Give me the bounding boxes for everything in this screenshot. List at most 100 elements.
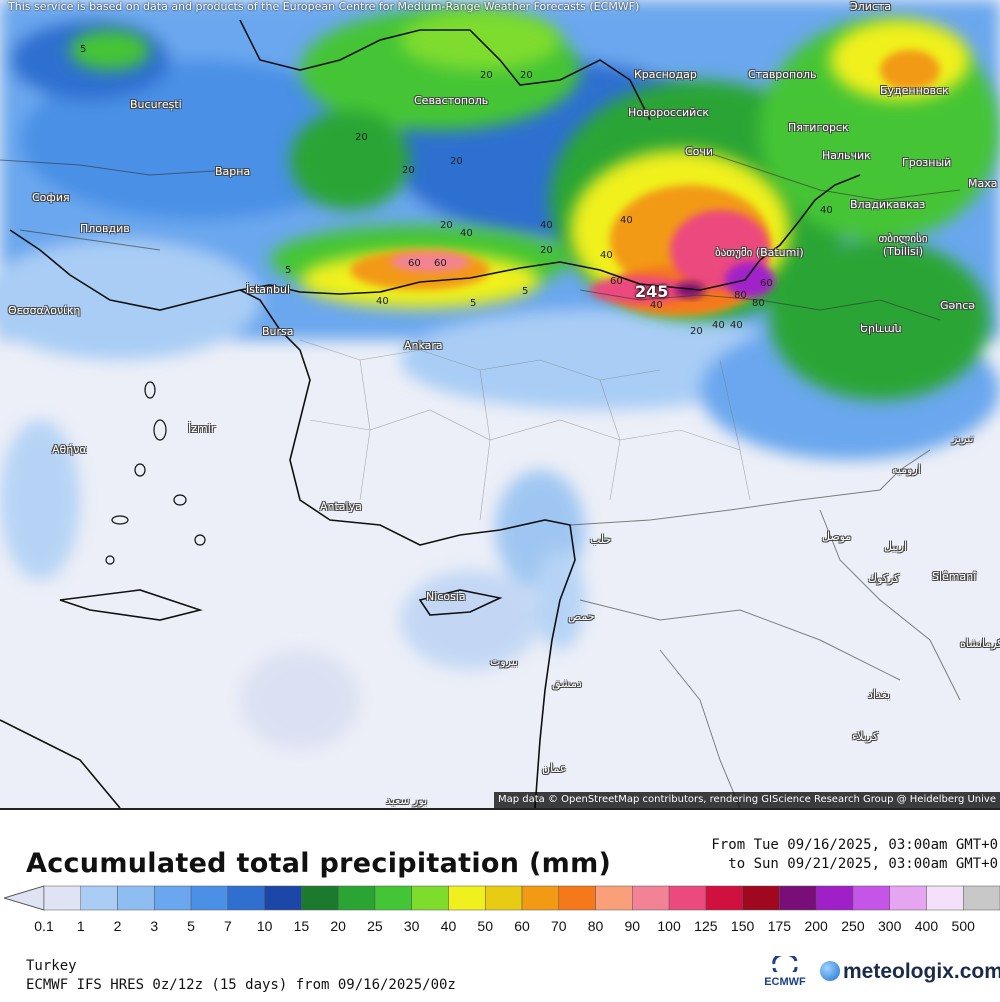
- legend-swatch: [264, 885, 302, 911]
- legend-swatch: [962, 885, 1000, 911]
- model-info: ECMWF IFS HRES 0z/12z (15 days) from 09/…: [26, 977, 456, 993]
- legend-swatch: [668, 885, 707, 911]
- legend-tick-label: 3: [150, 918, 159, 934]
- brand-name: meteologix.com: [843, 960, 1000, 983]
- place-label: حمص: [568, 610, 595, 623]
- max-precip-label: 245: [635, 282, 669, 301]
- legend-swatch: [926, 885, 964, 911]
- place-label: Пятигорск: [788, 121, 849, 134]
- legend-tick-label: 150: [730, 918, 755, 934]
- legend-tick-label: 60: [514, 918, 530, 934]
- legend-swatch: [484, 885, 523, 911]
- place-label: Αθήνα: [52, 443, 87, 456]
- place-label: بور سعيد: [386, 794, 428, 807]
- place-label: Элиста: [850, 0, 892, 13]
- place-label: دمشق: [552, 677, 582, 690]
- contour-label: 20: [450, 156, 463, 167]
- brand-logo[interactable]: meteologix.com: [820, 960, 1000, 984]
- place-label: București: [130, 98, 182, 111]
- place-label: Ставрополь: [748, 68, 817, 81]
- contour-label: 40: [620, 215, 633, 226]
- place-label: Θεσσαλονίκη: [8, 304, 81, 317]
- place-label: Маха: [968, 177, 998, 190]
- place-label: Gəncə: [940, 299, 976, 312]
- place-label: اربيل: [884, 540, 908, 553]
- legend-tick-label: 1: [76, 918, 85, 934]
- color-scale: [4, 885, 1000, 911]
- contour-label: 20: [440, 220, 453, 231]
- legend-tick-label: 125: [694, 918, 718, 934]
- legend-swatch: [448, 885, 486, 911]
- ecmwf-logo: ECMWF: [760, 952, 810, 988]
- legend-tick-label: 2: [113, 918, 122, 934]
- legend-tick-label: 300: [878, 918, 902, 934]
- legend-swatch: [374, 885, 412, 911]
- place-label: Краснодар: [634, 68, 697, 81]
- legend-tick-label: 25: [367, 918, 383, 934]
- contour-label: 40: [460, 228, 473, 239]
- precipitation-map[interactable]: This service is based on data and produc…: [0, 0, 1000, 808]
- attribution-bottom: Map data © OpenStreetMap contributors, r…: [493, 792, 1000, 808]
- place-label: Нальчик: [822, 149, 871, 162]
- place-label: İstanbul: [246, 283, 291, 296]
- legend-swatch: [742, 885, 780, 911]
- legend-title: Accumulated total precipitation (mm): [26, 848, 612, 879]
- legend-swatch: [595, 885, 633, 911]
- place-label: Владикавказ: [850, 198, 926, 211]
- legend-swatch: [632, 885, 670, 911]
- legend-swatch: [337, 885, 376, 911]
- place-label: Грозный: [902, 156, 952, 169]
- place-label: Новороссийск: [628, 106, 710, 119]
- place-label: Пловдив: [80, 222, 130, 235]
- legend-swatch: [815, 885, 854, 911]
- contour-label: 5: [285, 265, 292, 276]
- legend-arrow: [4, 885, 45, 911]
- contour-label: 20: [355, 132, 368, 143]
- legend-swatch: [852, 885, 890, 911]
- place-label: Буденновск: [880, 84, 949, 97]
- legend-swatch: [705, 885, 743, 911]
- contour-label: 40: [376, 296, 389, 307]
- place-label: Сочи: [685, 145, 714, 158]
- place-label: София: [32, 191, 70, 204]
- attribution-top: This service is based on data and produc…: [8, 0, 640, 13]
- legend-swatch: [117, 885, 155, 911]
- legend-tick-label: 15: [293, 918, 310, 934]
- globe-icon: [820, 961, 840, 981]
- place-label: Ankara: [404, 339, 443, 352]
- legend-tick-label: 40: [440, 918, 457, 934]
- contour-label: 5: [522, 286, 529, 297]
- legend-tick-label: 0.1: [34, 918, 54, 934]
- legend-tick-label: 10: [256, 918, 273, 934]
- period-from: From Tue 09/16/2025, 03:00am GMT+0: [711, 837, 998, 853]
- period-to: to Sun 09/21/2025, 03:00am GMT+0: [728, 856, 998, 872]
- map-canvas: [0, 0, 1000, 808]
- place-label: عمان: [542, 762, 567, 775]
- legend-tick-label: 250: [841, 918, 865, 934]
- contour-label: 40: [600, 250, 613, 261]
- place-label: موصل: [822, 530, 852, 543]
- place-label: Варна: [215, 165, 251, 178]
- contour-label: 20: [480, 70, 493, 81]
- legend-tick-label: 500: [951, 918, 975, 934]
- place-label: Nicosia: [426, 590, 466, 603]
- contour-label: 80: [734, 290, 747, 301]
- place-label: تبريز: [952, 432, 974, 445]
- coastline: [0, 19, 861, 808]
- legend-ticks: 0.1 1 2 3 5 7 10 15 20 25 30 40 50 60 70 80 90 100 125 150 1…: [0, 918, 1000, 938]
- legend-tick-label: 50: [477, 918, 494, 934]
- legend-tick-label: 100: [657, 918, 681, 934]
- place-label: كركوك: [868, 572, 900, 585]
- legend-swatch: [889, 885, 927, 911]
- legend-tick-label: 90: [624, 918, 641, 934]
- legend-swatch: [80, 885, 118, 911]
- contour-label: 40: [730, 320, 743, 331]
- contour-label: 40: [650, 300, 663, 311]
- legend-swatch: [411, 885, 449, 911]
- contour-label: 80: [752, 298, 765, 309]
- legend-swatch: [190, 885, 229, 911]
- contour-label: 60: [408, 258, 421, 269]
- legend-tick-label: 30: [403, 918, 420, 934]
- place-label: თბილისი (Tbilisi): [878, 232, 928, 258]
- contour-label: 60: [434, 258, 447, 269]
